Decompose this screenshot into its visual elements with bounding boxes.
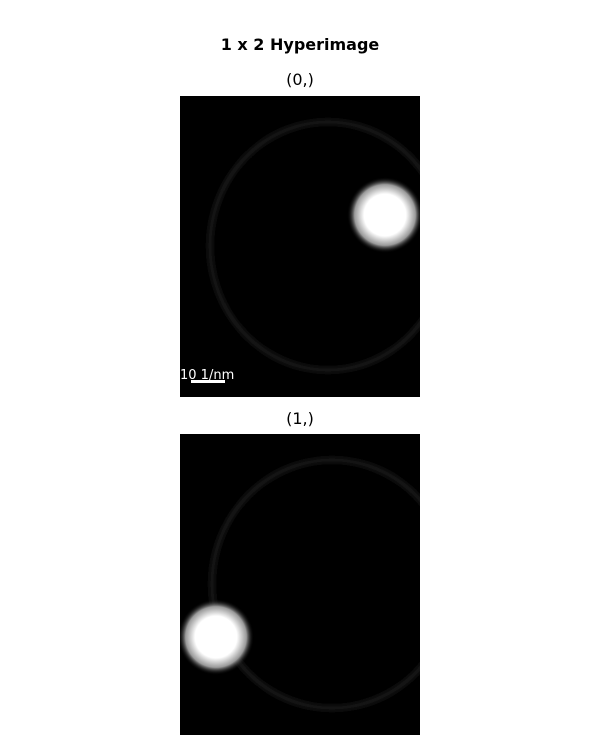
panel-0-ring (207, 119, 420, 373)
scalebar-label: 10 1/nm (180, 368, 234, 383)
figure-title: 1 x 2 Hyperimage (220, 35, 380, 54)
panel-1-background (180, 434, 420, 735)
panel-0-image: 10 1/nm (180, 96, 420, 397)
panel-1-ring (209, 457, 420, 711)
panel-1-title: (1,) (286, 409, 314, 428)
scalebar-line (191, 380, 225, 383)
panel-1-bright-spot (180, 599, 254, 675)
panel-0-bright-spot (347, 177, 420, 253)
panel-1-image (180, 434, 420, 735)
panel-0-scalebar: 10 1/nm (180, 368, 234, 383)
panel-0-title: (0,) (286, 70, 314, 89)
